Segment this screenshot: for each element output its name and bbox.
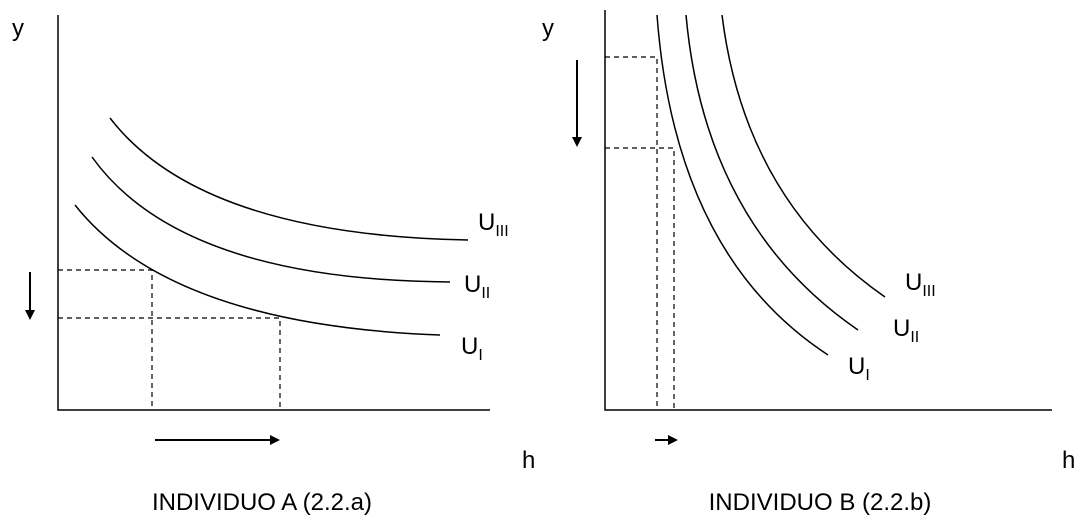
curve-u1 [74,204,441,336]
guide [58,269,153,410]
guide [58,317,281,410]
curve-subscript: I [865,367,869,384]
curve-subscript: II [910,329,919,346]
curve-name: U [464,271,481,298]
curve-label: UIII [478,209,509,240]
curve-name: U [893,315,910,342]
curve-name: U [461,333,478,360]
curve-label: UI [461,333,483,364]
curve-subscript: I [478,347,482,364]
x-label: h [1062,447,1075,474]
curve-label: UII [464,271,490,302]
curve-subscript: III [922,283,935,300]
curve-label: UIII [905,269,936,300]
curve-u2 [91,156,451,283]
curve-u1 [656,14,829,356]
panel-a: y h UIII UII UI INDIVIDUO A (2.2.a) [12,15,535,516]
axes [57,15,490,411]
caption: INDIVIDUO B (2.2.b) [709,489,932,516]
guide [605,56,658,410]
curve-label: UI [848,353,870,384]
axes [604,10,1052,411]
x-label: h [522,447,535,474]
guide [605,147,675,410]
curve-u3 [109,117,469,241]
curve-subscript: III [495,223,508,240]
curve-name: U [478,209,495,236]
caption: INDIVIDUO A (2.2.a) [152,489,372,516]
curve-label: UII [893,315,919,346]
curve-name: U [848,353,865,380]
curve-name: U [905,269,922,296]
panel-b: y h UIII UII UI INDIVIDUO B (2.2.b) [542,10,1075,516]
curve-u2 [685,14,859,331]
y-label: y [12,15,24,42]
curve-u3 [721,14,886,298]
curve-subscript: II [481,285,490,302]
y-label: y [542,15,554,42]
